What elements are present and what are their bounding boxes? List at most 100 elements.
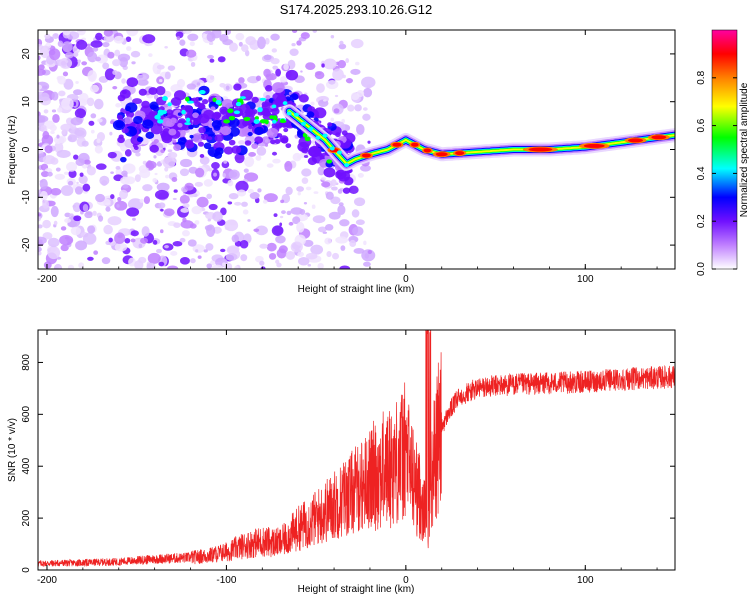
spectrogram-blob: [103, 224, 113, 235]
spectrogram-blob: [305, 62, 316, 70]
spectrogram-blob: [367, 140, 371, 144]
spectrogram-blob: [81, 61, 88, 66]
spectrogram-blob: [61, 97, 74, 110]
spectrogram-blob: [173, 189, 178, 193]
spectrogram-blob: [51, 109, 57, 113]
spectrogram-blob: [121, 78, 126, 84]
spectrogram-blob: [173, 144, 182, 151]
spectrogram-blob: [115, 165, 121, 170]
spectrogram-blob: [201, 98, 209, 105]
spectrogram-ytick-label: 20: [21, 48, 32, 60]
spectrogram-blob: [334, 94, 339, 98]
spectrogram-blob: [117, 53, 131, 62]
spectrogram-blob: [222, 262, 226, 267]
spectrogram-blob: [239, 239, 249, 249]
spectrogram-blob: [125, 102, 138, 113]
spectrogram-blob: [120, 156, 127, 163]
spectrogram-blob: [234, 201, 242, 206]
spectrogram-blob: [356, 123, 365, 135]
spectrogram-blob: [184, 140, 195, 149]
spectrogram-blob: [114, 49, 121, 57]
spectrogram-blob: [131, 61, 136, 65]
spectrogram-blob: [98, 215, 104, 222]
spectrogram-blob: [163, 208, 175, 216]
spectrogram-blob: [353, 247, 365, 254]
spectrogram-blob: [158, 261, 165, 267]
spectrogram-blob: [152, 178, 158, 183]
colorbar-tick-label: 0.4: [696, 166, 707, 180]
spectrogram-blob: [323, 58, 337, 70]
spectrogram-blob: [308, 126, 314, 131]
spectrogram-blob: [43, 261, 52, 269]
spectrogram-blob: [130, 238, 136, 243]
spectrogram-blob: [42, 232, 53, 240]
colorbar-gradient: [711, 29, 738, 270]
spectrogram-blob: [126, 207, 140, 217]
spectrogram-blob: [313, 191, 319, 194]
spectrogram-blob: [298, 256, 310, 266]
spectrogram-blob: [337, 188, 343, 194]
spectrogram-blob: [96, 54, 108, 64]
spectrogram-blob: [355, 219, 365, 226]
spectrogram-blob: [77, 59, 81, 63]
spectrogram-blob: [165, 174, 170, 179]
spectrogram-blob: [259, 97, 267, 101]
spectrogram-blob: [158, 202, 166, 209]
spectrogram-blob: [363, 240, 367, 246]
spectrogram-blob: [205, 243, 214, 251]
spectrogram-blob: [223, 146, 234, 155]
colorbar-ticks: 0.0 0.2 0.4 0.6 0.8: [696, 70, 737, 276]
spectrogram-blob: [361, 76, 376, 89]
spectrogram-blob: [76, 181, 79, 185]
spectrogram-blob: [38, 84, 43, 90]
spectrogram-blob: [237, 189, 247, 197]
spectrogram-blob: [92, 210, 97, 216]
spectrogram-blob: [59, 57, 73, 69]
spectrogram-blob: [119, 189, 128, 200]
spectrogram-blob: [39, 92, 50, 102]
colorbar-tick-label: 0.6: [696, 118, 707, 132]
spectrogram-blob: [114, 232, 126, 244]
spectrogram-blob: [68, 213, 74, 217]
spectrogram-blob: [333, 108, 340, 114]
spectrogram-blob: [251, 143, 259, 150]
spectrogram-blob: [136, 79, 149, 86]
spectrogram-blob: [121, 170, 128, 177]
spectrogram-blob: [217, 56, 226, 63]
spectrogram-blob: [305, 252, 318, 260]
spectrogram-blob: [70, 117, 83, 126]
spectrogram-blob: [184, 182, 194, 191]
spectrogram-ridge: [288, 110, 675, 165]
spectrogram-blob: [208, 168, 213, 172]
spectrogram-blob: [128, 257, 136, 267]
spectrogram-blob: [310, 101, 315, 106]
spectrogram-xlabel: Height of straight line (km): [298, 284, 415, 295]
spectrogram-blob: [82, 232, 97, 245]
spectrogram-blob: [303, 202, 308, 205]
spectrogram-blob: [296, 186, 305, 192]
spectrogram-blob: [198, 97, 203, 101]
spectrogram-blob: [107, 216, 122, 226]
spectrogram-blob: [182, 30, 192, 35]
spectrogram-blob: [188, 124, 194, 130]
spectrogram-blob: [301, 177, 309, 184]
spectrogram-blob: [207, 54, 214, 59]
spectrogram-blob: [254, 136, 264, 144]
spectrogram-blob: [303, 154, 309, 159]
spectrogram-blob: [203, 179, 213, 187]
spectrogram-blob: [141, 100, 150, 109]
spectrogram-blob: [38, 64, 45, 71]
spectrogram-blob: [185, 49, 197, 58]
spectrogram-blob: [270, 33, 280, 41]
spectrogram-blob: [102, 62, 110, 70]
spectrogram-blob: [38, 43, 44, 51]
spectrogram-blob: [67, 264, 75, 269]
spectrogram-blob: [320, 177, 327, 181]
spectrogram-blob: [93, 98, 104, 110]
spectrogram-blob: [90, 129, 95, 134]
spectrogram-blob: [192, 112, 199, 119]
spectrogram-blob: [283, 63, 289, 71]
spectrogram-blob: [238, 140, 246, 145]
spectrogram-blob: [136, 136, 144, 143]
